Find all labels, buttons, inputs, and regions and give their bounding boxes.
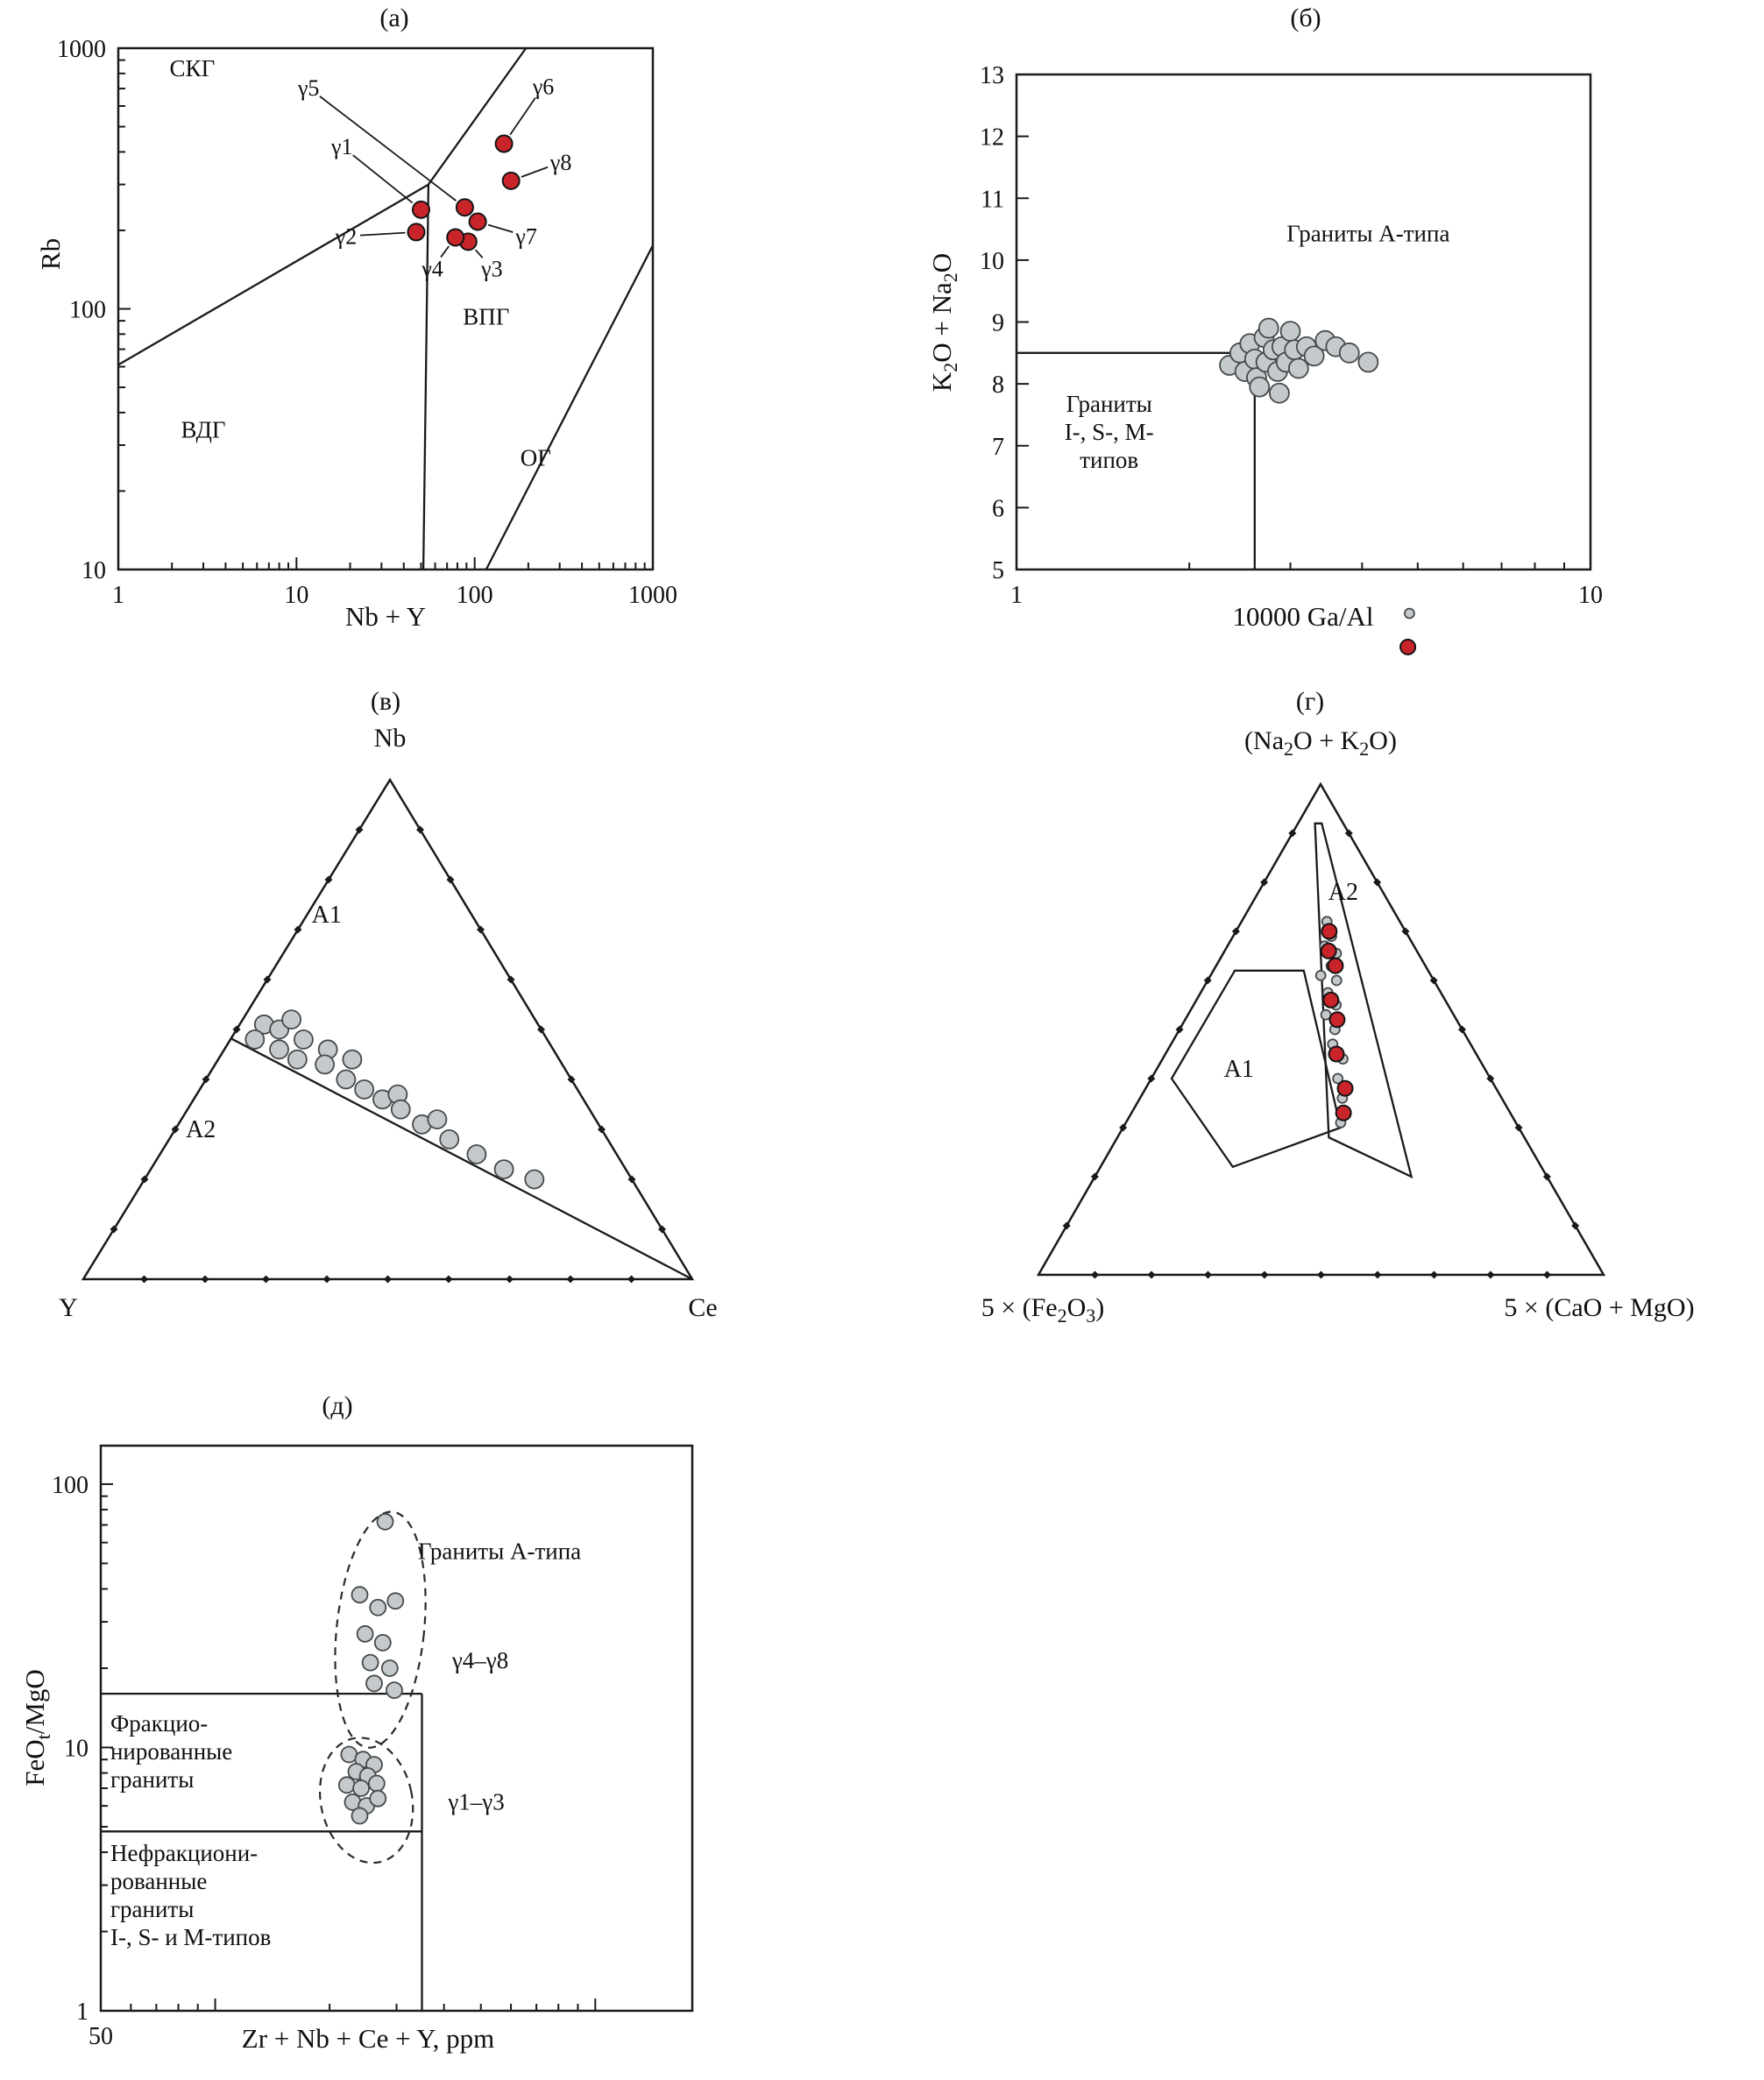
- axes-frame: 1 10 5 6 7 8 9 10 11 12 13: [980, 62, 1603, 609]
- svg-text:1: 1: [76, 1999, 89, 2026]
- svg-text:FeOt/MgO: FeOt/MgO: [19, 1669, 54, 1786]
- svg-text:γ5: γ5: [297, 75, 320, 101]
- svg-text:γ7: γ7: [514, 224, 537, 250]
- svg-text:γ2: γ2: [335, 224, 358, 250]
- svg-text:1000: 1000: [628, 582, 677, 609]
- svg-text:Nb: Nb: [374, 724, 407, 753]
- region-labels: A1 A2: [186, 902, 342, 1143]
- svg-text:10: 10: [284, 582, 308, 609]
- svg-text:ОГ: ОГ: [521, 445, 551, 471]
- svg-text:11: 11: [981, 186, 1004, 213]
- panel-c-chart: Nb Y Ce A1 A2: [59, 724, 718, 1322]
- svg-text:нированные: нированные: [110, 1738, 232, 1765]
- svg-text:граниты: граниты: [110, 1766, 194, 1793]
- field-boundaries: [1170, 822, 1413, 1179]
- svg-text:K2O + Na2O: K2O + Na2O: [926, 253, 961, 392]
- svg-text:Nb + Y: Nb + Y: [345, 601, 426, 632]
- svg-text:7: 7: [992, 434, 1004, 461]
- svg-text:ВДГ: ВДГ: [181, 417, 226, 443]
- panel-e-title: (д): [322, 1391, 353, 1420]
- panel-d-chart: (Na2O + K2O) 5 × (Fe2O3) 5 × (CaO + MgO) A1…: [981, 607, 1695, 1327]
- svg-text:10000 Ga/Al: 10000 Ga/Al: [1232, 601, 1373, 632]
- svg-text:1000: 1000: [57, 36, 106, 63]
- svg-text:СКГ: СКГ: [170, 55, 216, 81]
- data-points: [407, 134, 521, 251]
- point-labels: γ1 γ2 γ3 γ4 γ5 γ6 γ7 γ8: [297, 74, 571, 281]
- svg-text:Ce: Ce: [688, 1293, 717, 1322]
- svg-text:100: 100: [69, 297, 106, 324]
- svg-text:γ1–γ3: γ1–γ3: [447, 1789, 504, 1815]
- svg-text:A2: A2: [1328, 879, 1358, 906]
- axes-frame: 501 10 100: [52, 1444, 694, 2050]
- svg-text:A1: A1: [1224, 1056, 1254, 1083]
- svg-text:5 × (CaO + MgO): 5 × (CaO + MgO): [1504, 1293, 1694, 1322]
- field-boundaries: [117, 47, 655, 570]
- svg-text:ВПГ: ВПГ: [463, 303, 509, 329]
- svg-text:12: 12: [980, 124, 1004, 152]
- panel-b-chart: 1 10 5 6 7 8 9 10 11 12 13 10000 Ga/Al K2O + Na2O Гра…: [926, 62, 1603, 632]
- svg-text:A2: A2: [186, 1116, 216, 1143]
- svg-text:(Na2O + K2O): (Na2O + K2O): [1244, 726, 1397, 760]
- svg-text:Нефракциони-: Нефракциони-: [110, 1840, 258, 1866]
- svg-text:Rb: Rb: [35, 238, 66, 270]
- svg-text:6: 6: [992, 495, 1004, 522]
- svg-text:13: 13: [980, 62, 1004, 89]
- field-labels: Граниты А-типа γ4–γ8 γ1–γ3 Фракцио-нированн…: [110, 1538, 581, 1950]
- svg-text:8: 8: [992, 371, 1004, 399]
- svg-text:100: 100: [457, 582, 493, 609]
- svg-text:10: 10: [81, 557, 106, 584]
- svg-text:γ1: γ1: [330, 134, 353, 159]
- svg-text:1: 1: [112, 582, 124, 609]
- svg-text:γ3: γ3: [480, 256, 503, 281]
- svg-text:γ4: γ4: [421, 256, 443, 281]
- svg-text:Y: Y: [59, 1293, 78, 1322]
- svg-text:10: 10: [980, 248, 1004, 275]
- svg-text:рованные: рованные: [110, 1868, 207, 1894]
- field-boundaries: [101, 1692, 423, 2011]
- svg-text:Граниты: Граниты: [1066, 391, 1152, 417]
- panel-e-chart: 501 10 100 Zr + Nb + Ce + Y, ppm FeOt/MgO Гра…: [19, 1444, 694, 2054]
- svg-text:γ4–γ8: γ4–γ8: [451, 1647, 508, 1673]
- cluster-ellipses: [318, 1510, 427, 1864]
- svg-text:10: 10: [64, 1735, 89, 1762]
- svg-text:Граниты А-типа: Граниты А-типа: [418, 1538, 581, 1564]
- svg-text:I-, S-, М-: I-, S-, М-: [1065, 419, 1154, 445]
- data-points: [1219, 317, 1379, 404]
- panel-c-title: (в): [370, 687, 401, 716]
- svg-text:5 × (Fe2O3): 5 × (Fe2O3): [981, 1293, 1105, 1327]
- field-labels: СКГ ВПГ ВДГ ОГ: [170, 55, 551, 471]
- svg-text:5: 5: [992, 557, 1004, 584]
- region-labels: A1 A2: [1224, 879, 1358, 1083]
- svg-text:Zr + Nb + Ce + Y, ppm: Zr + Nb + Ce + Y, ppm: [242, 2023, 494, 2054]
- panel-b-title: (б): [1290, 4, 1321, 32]
- svg-text:I-, S- и М-типов: I-, S- и М-типов: [110, 1924, 271, 1950]
- data-points: [1314, 607, 1417, 1128]
- svg-text:50: 50: [89, 2023, 113, 2050]
- ternary-frame: [81, 777, 695, 1284]
- svg-text:1: 1: [1010, 582, 1023, 609]
- svg-text:A1: A1: [312, 902, 342, 929]
- panel-a-title: (а): [379, 4, 409, 32]
- svg-text:9: 9: [992, 310, 1004, 337]
- ternary-frame: [1036, 782, 1606, 1279]
- point-leader-lines: [319, 96, 549, 258]
- svg-text:γ6: γ6: [532, 74, 555, 99]
- panel-d-title: (г): [1295, 687, 1325, 716]
- data-points: [337, 1512, 405, 1825]
- field-boundaries: [230, 1037, 693, 1281]
- svg-text:γ8: γ8: [549, 150, 572, 175]
- svg-text:Фракцио-: Фракцио-: [110, 1710, 208, 1737]
- svg-text:типов: типов: [1080, 447, 1138, 473]
- svg-text:граниты: граниты: [110, 1896, 194, 1922]
- svg-text:Граниты А-типа: Граниты А-типа: [1286, 221, 1449, 247]
- svg-text:10: 10: [1578, 582, 1603, 609]
- data-points: [244, 1009, 545, 1190]
- svg-text:100: 100: [52, 1472, 89, 1499]
